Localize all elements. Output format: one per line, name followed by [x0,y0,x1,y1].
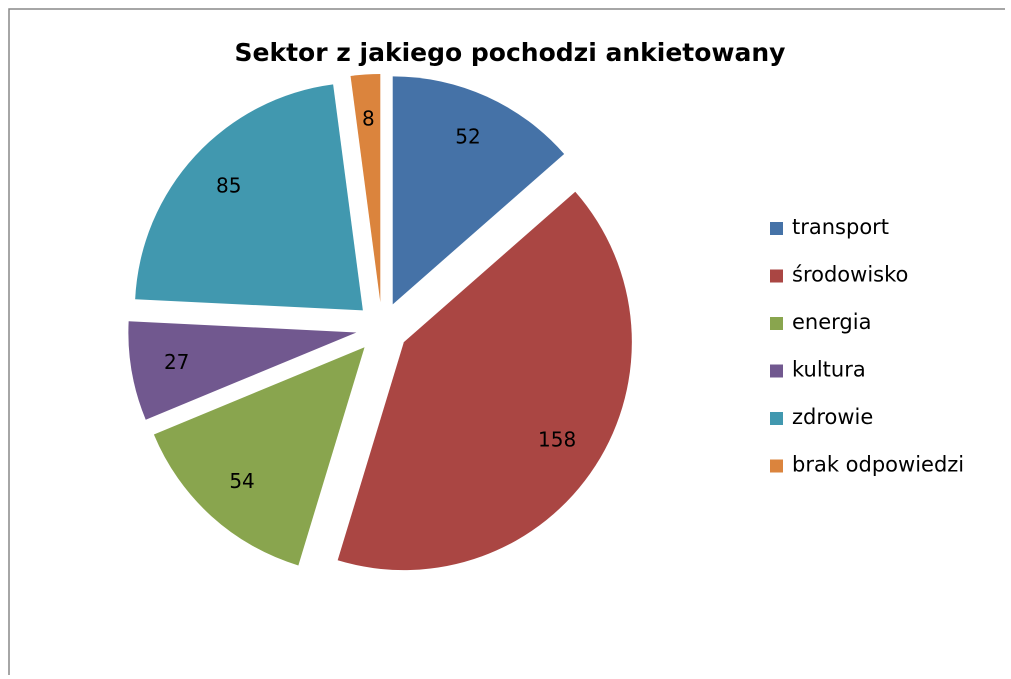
pie-slice [135,84,363,311]
frame [8,8,1005,675]
data-label: 8 [362,107,375,131]
legend-label: środowisko [792,263,908,287]
pie-slice [153,347,365,566]
data-label: 54 [229,469,254,493]
pie-slice [128,321,357,420]
legend-swatch [770,412,783,425]
legend-swatch [770,269,783,283]
legend-label: zdrowie [792,405,873,429]
data-label: 158 [538,427,576,451]
data-label: 85 [216,173,241,197]
legend-label: brak odpowiedzi [792,453,964,477]
legend-swatch [770,317,783,330]
data-label: 52 [455,125,480,149]
chart-title: Sektor z jakiego pochodzi ankietowany [235,38,786,67]
pie-slice [337,191,632,571]
legend-label: transport [792,215,889,239]
data-label: 27 [164,350,189,374]
legend-swatch [770,459,783,473]
pie-slice [392,76,565,305]
legend-label: energia [792,310,871,334]
legend-swatch [770,222,783,235]
legend-swatch [770,364,783,378]
legend-label: kultura [792,358,866,382]
pie-slice [350,74,381,303]
